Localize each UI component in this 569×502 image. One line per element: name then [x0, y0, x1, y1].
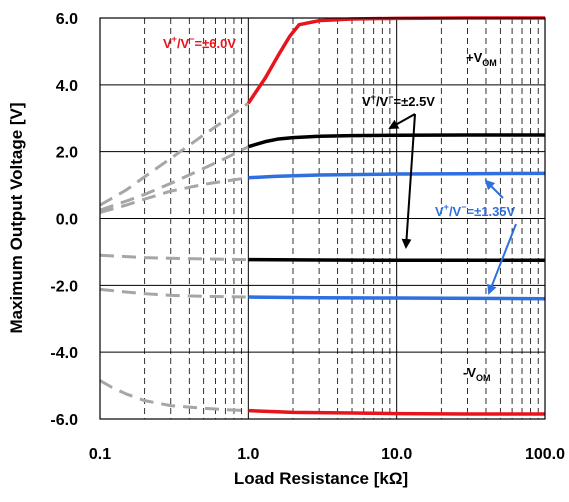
y-tick-label: -2.0	[50, 278, 78, 295]
arrow-2v5-negative	[401, 113, 416, 249]
y-tick-label: -4.0	[50, 345, 78, 362]
arrow-1v35-negative	[487, 223, 517, 295]
arrow-2v5-positive	[388, 113, 416, 129]
series-group	[99, 16, 546, 416]
annotation-vom-pos: +VOM	[466, 50, 497, 68]
annotation-1v35-sup1: +	[444, 202, 449, 212]
annotation-2v5-mid: /V	[376, 94, 389, 109]
series-line-6v0V-negative	[248, 408, 545, 416]
annotation-6v-sup2: −	[189, 34, 194, 44]
annotation-1v35-base: V	[435, 204, 444, 219]
annotation-2v5-sup1: +	[371, 92, 376, 102]
series-line-1v35V-positive-low-load	[99, 176, 249, 214]
x-tick-label: 10.0	[381, 446, 412, 463]
annotation-6v-tail: =±6.0V	[195, 36, 237, 51]
x-tick-label: 100.0	[525, 446, 565, 463]
annotation-vom-pos-sub: OM	[482, 58, 497, 68]
annotation-2v5-base: V	[362, 94, 371, 109]
y-tick-label: 0.0	[56, 212, 78, 229]
y-tick-label: 6.0	[56, 11, 78, 28]
x-axis-title: Load Resistance [kΩ]	[234, 469, 408, 488]
y-tick-label: -6.0	[50, 412, 78, 429]
plot-frame	[99, 17, 546, 420]
annotation-1v35-tail: =±1.35V	[467, 204, 516, 219]
annotation-1v35-sup2: −	[461, 202, 466, 212]
annotation-2v5-tail: =±2.5V	[394, 94, 436, 109]
annotation-vom-neg-sub: OM	[476, 373, 491, 383]
series-line-6v0V-positive-low-load	[99, 101, 250, 207]
arrow-1v35-positive	[484, 179, 504, 199]
annotation-6v-mid: /V	[177, 36, 190, 51]
x-tick-label: 0.1	[89, 446, 111, 463]
series-line-2v5V-negative	[248, 257, 545, 263]
annotation-2v5: V+/V−=±2.5V	[362, 92, 435, 109]
series-line-1v35V-positive	[248, 171, 546, 180]
series-line-1v35V-negative	[248, 295, 546, 301]
y-tick-label: 4.0	[56, 78, 78, 95]
annotation-vom-neg: -VOM	[463, 365, 491, 383]
y-axis-title: Maximum Output Voltage [V]	[7, 102, 26, 333]
annotation-vom-pos-base: +V	[466, 50, 483, 65]
y-tick-label: 2.0	[56, 145, 78, 162]
x-tick-label: 1.0	[237, 446, 259, 463]
tick-labels: 6.0 4.0 2.0 0.0 -2.0 -4.0 -6.0 0.1 1.0 10.0 100.0	[50, 11, 565, 463]
annotation-6v-sup1: +	[172, 34, 177, 44]
series-line-1v35V-negative-low-load	[99, 287, 249, 299]
annotation-1v35-mid: /V	[449, 204, 462, 219]
series-line-2v5V-positive-low-load	[99, 145, 250, 212]
series-line-2v5V-negative-low-load	[99, 253, 249, 262]
series-line-2v5V-positive	[247, 133, 545, 149]
annotation-vom-neg-base: -V	[463, 365, 476, 380]
annotation-6v: V+/V−=±6.0V	[163, 34, 236, 51]
annotation-6v-base: V	[163, 36, 172, 51]
annotation-1v35: V+/V−=±1.35V	[435, 202, 516, 219]
annotation-2v5-sup2: −	[388, 92, 393, 102]
